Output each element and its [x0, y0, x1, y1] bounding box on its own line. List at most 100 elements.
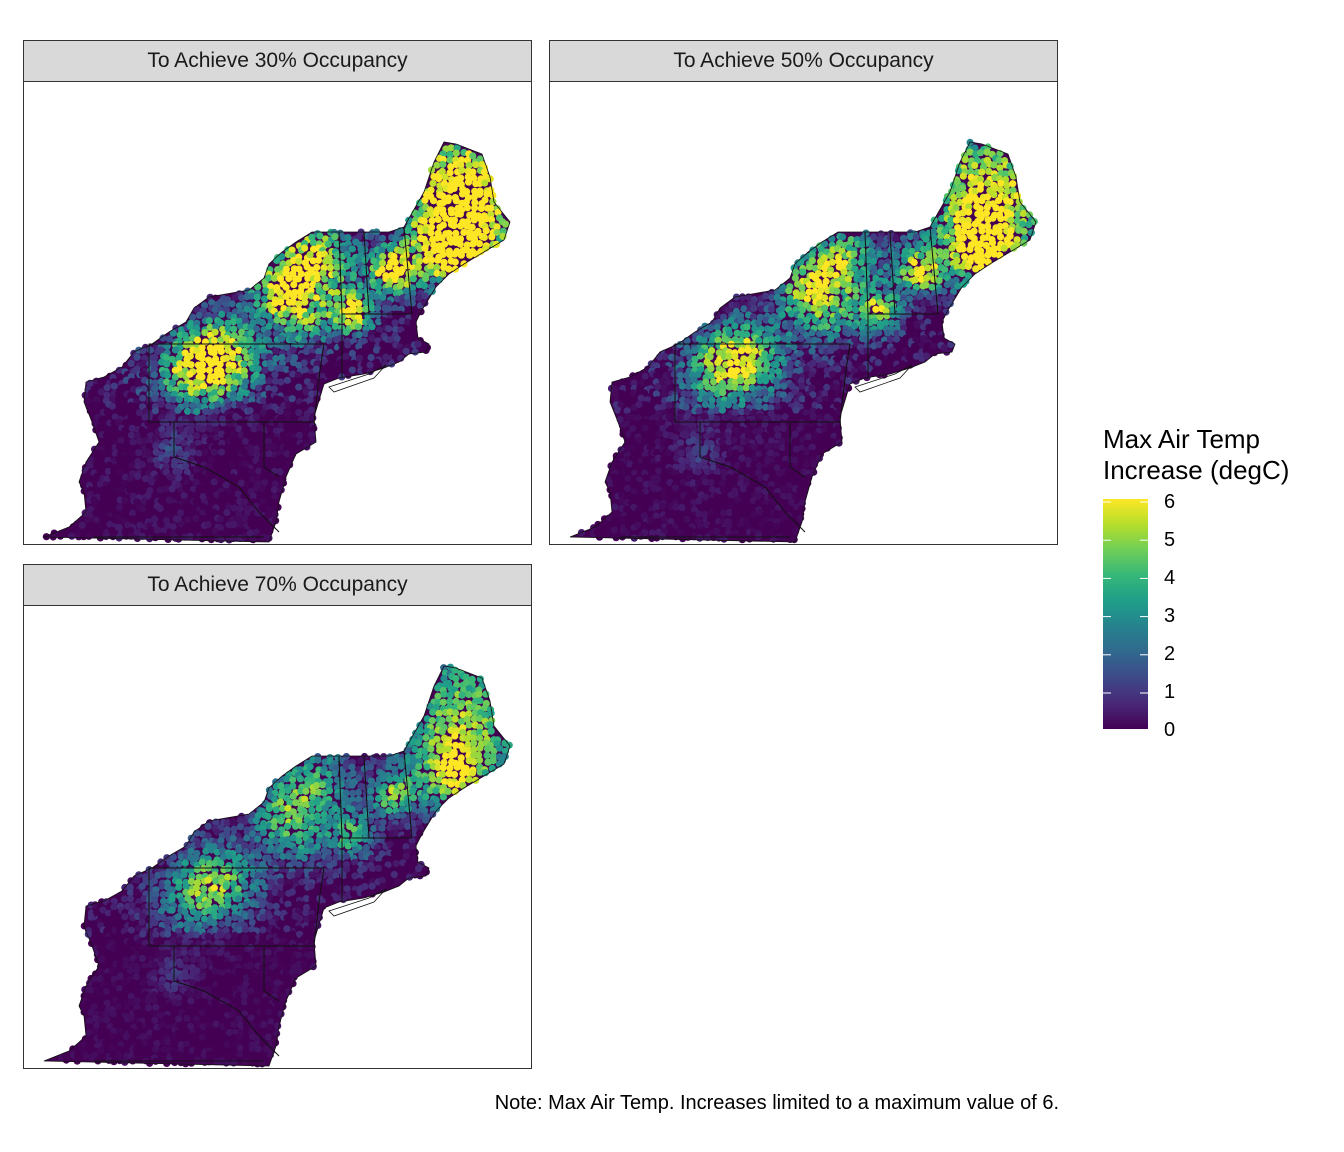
- cell-point: [234, 373, 243, 381]
- cell-point: [934, 305, 942, 313]
- cell-point: [904, 287, 912, 295]
- cell-point: [175, 859, 184, 868]
- cell-point: [97, 377, 105, 385]
- cell-point: [120, 398, 128, 406]
- cell-point: [761, 431, 769, 439]
- cell-point: [313, 843, 321, 851]
- cell-point: [253, 474, 261, 482]
- cell-point: [292, 799, 300, 807]
- cell-point: [199, 425, 207, 433]
- cell-point: [845, 304, 853, 313]
- cell-point: [835, 257, 843, 265]
- cell-point: [278, 354, 286, 362]
- cell-point: [240, 498, 248, 506]
- cell-point: [267, 341, 275, 349]
- cell-point: [332, 270, 340, 278]
- cell-point: [823, 323, 831, 331]
- cell-point: [722, 319, 730, 327]
- cell-point: [145, 462, 153, 470]
- cell-point: [743, 492, 751, 500]
- cell-point: [420, 217, 428, 225]
- cell-point: [456, 222, 465, 230]
- cell-point: [907, 347, 915, 355]
- cell-point: [660, 474, 668, 482]
- cell-point: [302, 281, 310, 289]
- cell-point: [1000, 244, 1008, 252]
- cell-point: [349, 274, 357, 282]
- cell-point: [408, 787, 417, 795]
- cell-point: [422, 211, 430, 219]
- cell-point: [708, 402, 716, 410]
- cell-point: [273, 316, 281, 324]
- cell-point: [672, 434, 680, 442]
- cell-point: [189, 485, 197, 493]
- cell-point: [258, 318, 267, 327]
- cell-point: [816, 299, 824, 307]
- cell-point: [646, 443, 654, 451]
- cell-point: [622, 396, 631, 405]
- cell-point: [608, 492, 616, 500]
- cell-point: [243, 341, 251, 349]
- cell-point: [313, 263, 321, 272]
- cell-point: [428, 217, 436, 225]
- cell-point: [595, 533, 604, 541]
- cell-point: [294, 275, 302, 283]
- cell-point: [912, 352, 920, 360]
- cell-point: [415, 781, 423, 789]
- cell-point: [319, 781, 327, 789]
- cell-point: [725, 521, 733, 529]
- cell-point: [695, 497, 703, 505]
- cell-point: [374, 331, 382, 340]
- cell-point: [655, 491, 663, 499]
- cell-point: [85, 475, 93, 483]
- cell-point: [223, 354, 231, 362]
- cell-point: [230, 325, 238, 333]
- cell-point: [892, 234, 900, 242]
- cell-point: [778, 311, 786, 319]
- cell-point: [465, 775, 473, 784]
- cell-point: [438, 167, 446, 176]
- cell-point: [995, 156, 1003, 164]
- cell-point: [302, 311, 310, 320]
- cell-point: [217, 298, 225, 306]
- cell-point: [129, 385, 137, 394]
- cell-point: [733, 421, 741, 429]
- cell-point: [900, 256, 909, 264]
- cell-point: [959, 184, 967, 192]
- cell-point: [286, 799, 294, 807]
- cell-point: [238, 328, 246, 336]
- cell-point: [799, 268, 807, 276]
- cell-point: [254, 516, 262, 524]
- cell-point: [935, 277, 943, 285]
- cell-point: [427, 262, 435, 270]
- cell-point: [700, 448, 708, 456]
- cell-point: [367, 233, 375, 241]
- cell-point: [236, 505, 244, 513]
- cell-point: [360, 360, 368, 368]
- cell-point: [350, 826, 358, 834]
- cell-point: [120, 479, 128, 488]
- cell-point: [387, 813, 395, 821]
- cell-point: [1009, 186, 1017, 194]
- cell-point: [278, 804, 287, 813]
- cell-point: [738, 526, 746, 535]
- cell-point: [163, 371, 172, 379]
- cell-point: [761, 482, 769, 490]
- cell-point: [737, 316, 745, 324]
- cell-point: [296, 311, 304, 319]
- cell-point: [439, 764, 447, 772]
- cell-point: [375, 298, 383, 307]
- cell-point: [707, 365, 715, 373]
- cell-point: [808, 347, 816, 355]
- cell-point: [476, 697, 484, 705]
- cell-point: [677, 456, 686, 464]
- cell-point: [755, 371, 763, 379]
- cell-point: [348, 245, 356, 253]
- cell-point: [414, 263, 422, 271]
- cell-point: [237, 520, 245, 528]
- cell-point: [410, 829, 418, 837]
- cell-point: [168, 865, 176, 873]
- cell-point: [164, 511, 172, 519]
- cell-point: [852, 286, 860, 294]
- cell-point: [859, 329, 867, 337]
